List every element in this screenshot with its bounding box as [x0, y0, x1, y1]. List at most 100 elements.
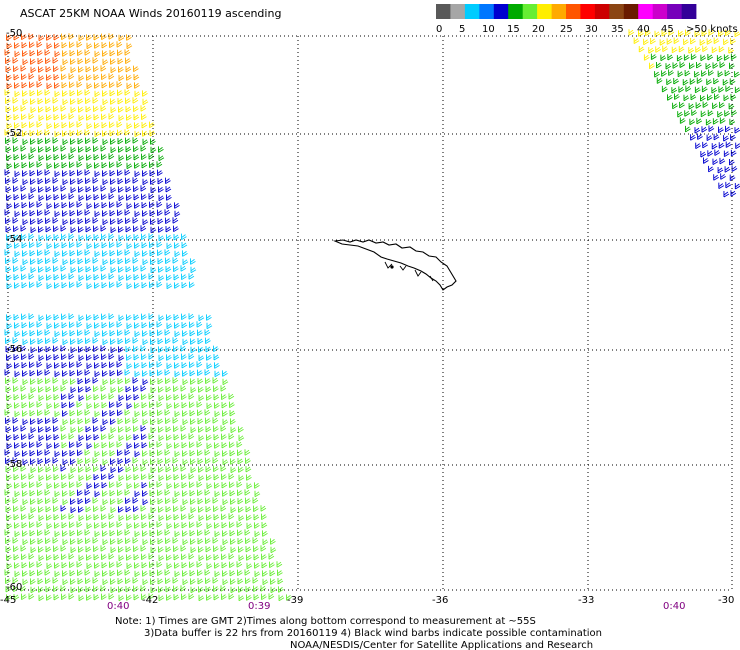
wind-barb [92, 377, 99, 384]
wind-barb [110, 66, 117, 74]
wind-barb [125, 537, 131, 544]
wind-barb [14, 250, 21, 258]
wind-barb [189, 370, 196, 377]
wind-barb [22, 458, 29, 466]
wind-barb [118, 154, 125, 162]
wind-barb [100, 185, 107, 192]
wind-barb [213, 434, 220, 441]
wind-barb [108, 233, 115, 240]
wind-barb [108, 113, 115, 120]
wind-barb [142, 458, 149, 466]
wind-barb [156, 521, 163, 528]
wind-barb [92, 257, 99, 264]
wind-barb [118, 434, 125, 442]
wind-barb [126, 314, 132, 321]
wind-barb [44, 169, 51, 176]
wind-barb [21, 553, 27, 560]
wind-barb [197, 578, 204, 585]
wind-barb [125, 426, 132, 433]
wind-barb [70, 386, 77, 394]
lat-label-54: -54 [6, 234, 22, 245]
wind-barb [196, 321, 203, 328]
wind-barb [102, 370, 108, 377]
wind-barb [70, 418, 76, 425]
wind-barb [101, 153, 107, 160]
wind-barb [141, 593, 147, 600]
wind-barb [174, 362, 180, 369]
wind-barb [711, 143, 718, 150]
wind-barb [37, 409, 43, 416]
wind-barb [45, 466, 52, 473]
wind-barb [133, 74, 140, 81]
wind-barb [690, 37, 696, 45]
wind-barb [126, 34, 132, 41]
wind-barb [85, 337, 91, 344]
wind-barb [729, 174, 736, 182]
wind-barb [126, 482, 133, 490]
wind-barb [109, 170, 116, 177]
wind-barb [14, 202, 20, 209]
wind-barb [688, 47, 694, 54]
wind-barb [117, 169, 123, 176]
wind-barb [190, 546, 197, 554]
wind-barb [190, 498, 196, 505]
wind-barb [13, 434, 20, 441]
wind-barb [228, 433, 235, 440]
wind-barb [172, 337, 179, 344]
wind-barb [36, 401, 43, 408]
wind-barb [206, 402, 213, 410]
wind-barb [229, 521, 235, 528]
wind-barb [29, 161, 35, 168]
wind-barb [21, 193, 27, 200]
wind-barb [93, 354, 100, 361]
wind-barb [44, 249, 51, 256]
wind-barb [648, 47, 654, 54]
wind-barb [190, 346, 197, 354]
wind-barb [230, 578, 236, 585]
wind-barb [189, 321, 195, 328]
wind-barb [37, 178, 44, 185]
wind-barb [92, 137, 99, 144]
wind-barb [101, 193, 107, 200]
wind-barb [157, 218, 164, 225]
wind-barb [164, 529, 171, 536]
wind-barb [68, 433, 75, 440]
wind-barb [134, 82, 140, 89]
wind-barb [70, 258, 76, 265]
wind-barb [13, 265, 19, 272]
wind-barb [46, 82, 53, 90]
wind-barb [76, 401, 83, 408]
wind-barb [60, 505, 67, 512]
wind-barb [14, 130, 21, 138]
wind-barb [37, 138, 44, 145]
wind-barb [717, 167, 724, 174]
wind-barb [86, 474, 92, 481]
wind-barb [278, 586, 284, 593]
wind-barb [22, 138, 29, 146]
wind-barb [133, 185, 139, 192]
wind-barb [93, 554, 100, 561]
wind-barb [158, 274, 165, 282]
wind-barb [189, 570, 196, 577]
wind-barb [118, 506, 124, 513]
wind-barb [198, 386, 204, 393]
wind-barb [76, 481, 83, 488]
wind-barb [238, 474, 245, 482]
wind-barb [221, 562, 228, 569]
wind-barb [181, 242, 188, 249]
wind-barb [85, 546, 92, 553]
wind-barb [723, 38, 729, 46]
wind-barb [12, 457, 19, 464]
wind-barb [133, 145, 139, 152]
wind-barb [707, 53, 714, 61]
wind-barb [37, 58, 44, 65]
wind-barb [77, 209, 83, 216]
wind-barb [253, 554, 260, 561]
wind-barb [719, 117, 726, 124]
wind-barb [237, 569, 243, 576]
wind-barb [69, 441, 75, 448]
wind-barb [61, 473, 67, 480]
wind-barb [132, 497, 139, 504]
wind-barb [221, 402, 228, 409]
wind-barb [29, 441, 35, 448]
